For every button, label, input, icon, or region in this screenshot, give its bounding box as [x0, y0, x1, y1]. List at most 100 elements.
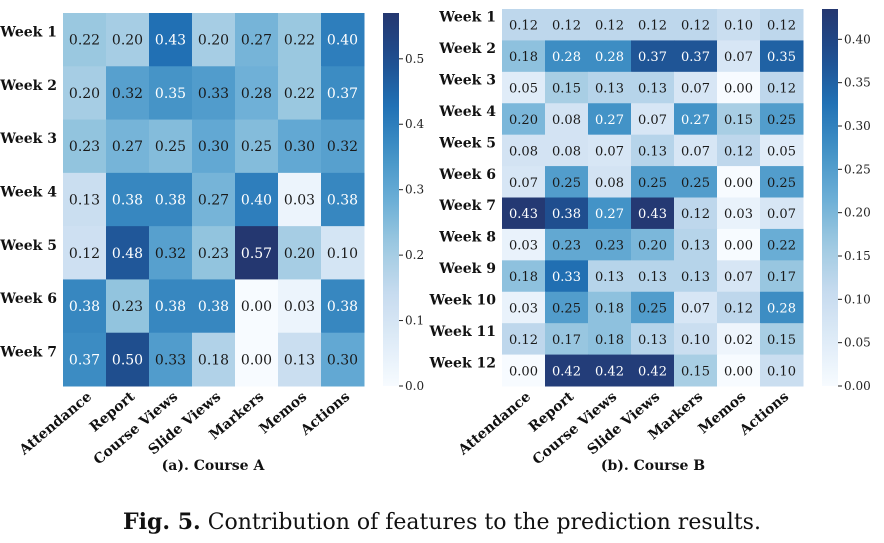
y-tick-label-week-7: Week 7 — [0, 344, 57, 360]
heatmap-cell-week-5-actions — [321, 226, 365, 280]
cell-value-label: 0.42 — [638, 364, 667, 379]
heatmap-cell-week-5-report — [106, 226, 150, 280]
cell-value-label: 0.12 — [509, 19, 538, 34]
heatmap-cell-week-7-actions — [321, 332, 365, 387]
heatmap-cell-week-1-markers — [674, 9, 718, 41]
y-tick-label-week-12: Week 12 — [429, 355, 496, 371]
heatmap-cell-week-6-course-views — [588, 166, 632, 198]
cell-value-label: 0.42 — [552, 364, 581, 379]
cell-value-label: 0.32 — [155, 246, 186, 262]
cell-value-label: 0.08 — [509, 144, 538, 159]
cell-value-label: 0.00 — [241, 299, 272, 315]
heatmap-cell-week-2-actions — [760, 40, 804, 73]
heatmap-cell-week-7-report — [106, 332, 150, 387]
cell-value-label: 0.28 — [552, 50, 581, 65]
y-tick-label-week-1: Week 1 — [0, 25, 57, 41]
cell-value-label: 0.00 — [509, 364, 538, 379]
y-tick-label-week-5: Week 5 — [438, 135, 496, 151]
cell-value-label: 0.25 — [552, 301, 581, 316]
heatmap-cell-week-2-markers — [235, 66, 279, 121]
heatmap-cell-week-10-memos — [717, 291, 761, 324]
colorbar-tick-label: 0.35 — [844, 76, 871, 90]
cell-value-label: 0.38 — [155, 299, 186, 315]
heatmap-cell-week-11-memos — [717, 323, 761, 356]
cell-value-label: 0.18 — [595, 301, 624, 316]
cell-value-label: 0.25 — [767, 113, 796, 128]
cell-value-label: 0.27 — [198, 193, 229, 209]
cell-value-label: 0.03 — [509, 301, 538, 316]
heatmap-cell-week-4-slide-views — [192, 172, 236, 227]
heatmap-cell-week-3-actions — [321, 119, 365, 174]
heatmap-cell-week-6-markers — [674, 166, 718, 198]
heatmap-cell-week-4-slide-views — [631, 103, 675, 136]
cell-value-label: 0.03 — [284, 193, 315, 209]
heatmap-cell-week-7-actions — [760, 197, 804, 230]
cell-value-label: 0.33 — [198, 86, 229, 102]
heatmap-cell-week-3-attendance — [502, 71, 546, 104]
cell-value-label: 0.10 — [767, 364, 796, 379]
heatmap-cell-week-7-slide-views — [631, 197, 675, 230]
cell-value-label: 0.10 — [681, 333, 710, 348]
cell-value-label: 0.12 — [595, 19, 624, 34]
heatmap-cell-week-8-actions — [760, 228, 804, 261]
heatmap-cell-week-3-report — [545, 71, 589, 104]
cell-value-label: 0.15 — [681, 364, 710, 379]
cell-value-label: 0.12 — [509, 333, 538, 348]
heatmap-cell-week-3-markers — [235, 119, 279, 174]
heatmap-cell-week-8-memos — [717, 228, 761, 261]
cell-value-label: 0.30 — [327, 352, 358, 368]
cell-value-label: 0.38 — [198, 299, 229, 315]
colorbar — [822, 9, 838, 386]
cell-value-label: 0.57 — [241, 246, 272, 262]
heatmap-cell-week-2-report — [106, 66, 150, 121]
heatmap-cell-week-8-course-views — [588, 228, 632, 261]
colorbar-tick-label: 0.15 — [844, 249, 871, 263]
cell-value-label: 0.13 — [681, 239, 710, 254]
heatmap-cell-week-10-actions — [760, 291, 804, 324]
y-tick-label-week-7: Week 7 — [438, 198, 496, 214]
cell-value-label: 0.20 — [198, 33, 229, 49]
heatmap-cell-week-9-actions — [760, 260, 804, 293]
cell-value-label: 0.12 — [552, 19, 581, 34]
heatmap-cell-week-7-course-views — [149, 332, 193, 387]
heatmap-cell-week-3-slide-views — [631, 71, 675, 104]
heatmap-cell-week-1-report — [106, 13, 150, 67]
cell-value-label: 0.07 — [595, 144, 624, 159]
heatmap-cell-week-5-markers — [235, 226, 279, 280]
cell-value-label: 0.23 — [595, 239, 624, 254]
cell-value-label: 0.25 — [638, 176, 667, 191]
cell-value-label: 0.48 — [112, 246, 143, 262]
cell-value-label: 0.25 — [681, 176, 710, 191]
cell-value-label: 0.17 — [552, 333, 581, 348]
y-tick-label-week-10: Week 10 — [429, 292, 497, 308]
colorbar-tick-label: 0.05 — [844, 336, 871, 350]
cell-value-label: 0.40 — [327, 33, 358, 49]
heatmap-cell-week-12-actions — [760, 354, 804, 387]
cell-value-label: 0.13 — [638, 333, 667, 348]
heatmap-cell-week-3-markers — [674, 71, 718, 104]
heatmap-cell-week-6-report — [106, 279, 150, 334]
cell-value-label: 0.05 — [509, 82, 538, 97]
heatmap-cell-week-2-attendance — [63, 66, 107, 121]
cell-value-label: 0.22 — [284, 86, 315, 102]
heatmap-cell-week-3-memos — [278, 119, 322, 174]
cell-value-label: 0.38 — [69, 299, 100, 315]
heatmap-cell-week-6-attendance — [63, 279, 107, 334]
heatmap-cell-week-3-actions — [760, 71, 804, 104]
colorbar-tick-label: 0.25 — [844, 162, 871, 176]
heatmap-cell-week-6-slide-views — [631, 166, 675, 198]
caption-text: Contribution of features to the predicti… — [207, 510, 761, 535]
heatmap-cell-week-8-report — [545, 228, 589, 261]
cell-value-label: 0.37 — [638, 50, 667, 65]
cell-value-label: 0.02 — [724, 333, 753, 348]
cell-value-label: 0.28 — [767, 301, 796, 316]
heatmap-cell-week-2-course-views — [588, 40, 632, 73]
heatmap-cell-week-7-memos — [278, 332, 322, 387]
cell-value-label: 0.13 — [638, 144, 667, 159]
colorbar-tick-label: 0.1 — [405, 314, 424, 328]
figure-caption: Fig. 5. Contribution of features to the … — [0, 509, 884, 535]
heatmap-cell-week-2-memos — [278, 66, 322, 121]
cell-value-label: 0.00 — [724, 239, 753, 254]
heatmap-cell-week-6-slide-views — [192, 279, 236, 334]
heatmap-cell-week-4-report — [106, 172, 150, 227]
